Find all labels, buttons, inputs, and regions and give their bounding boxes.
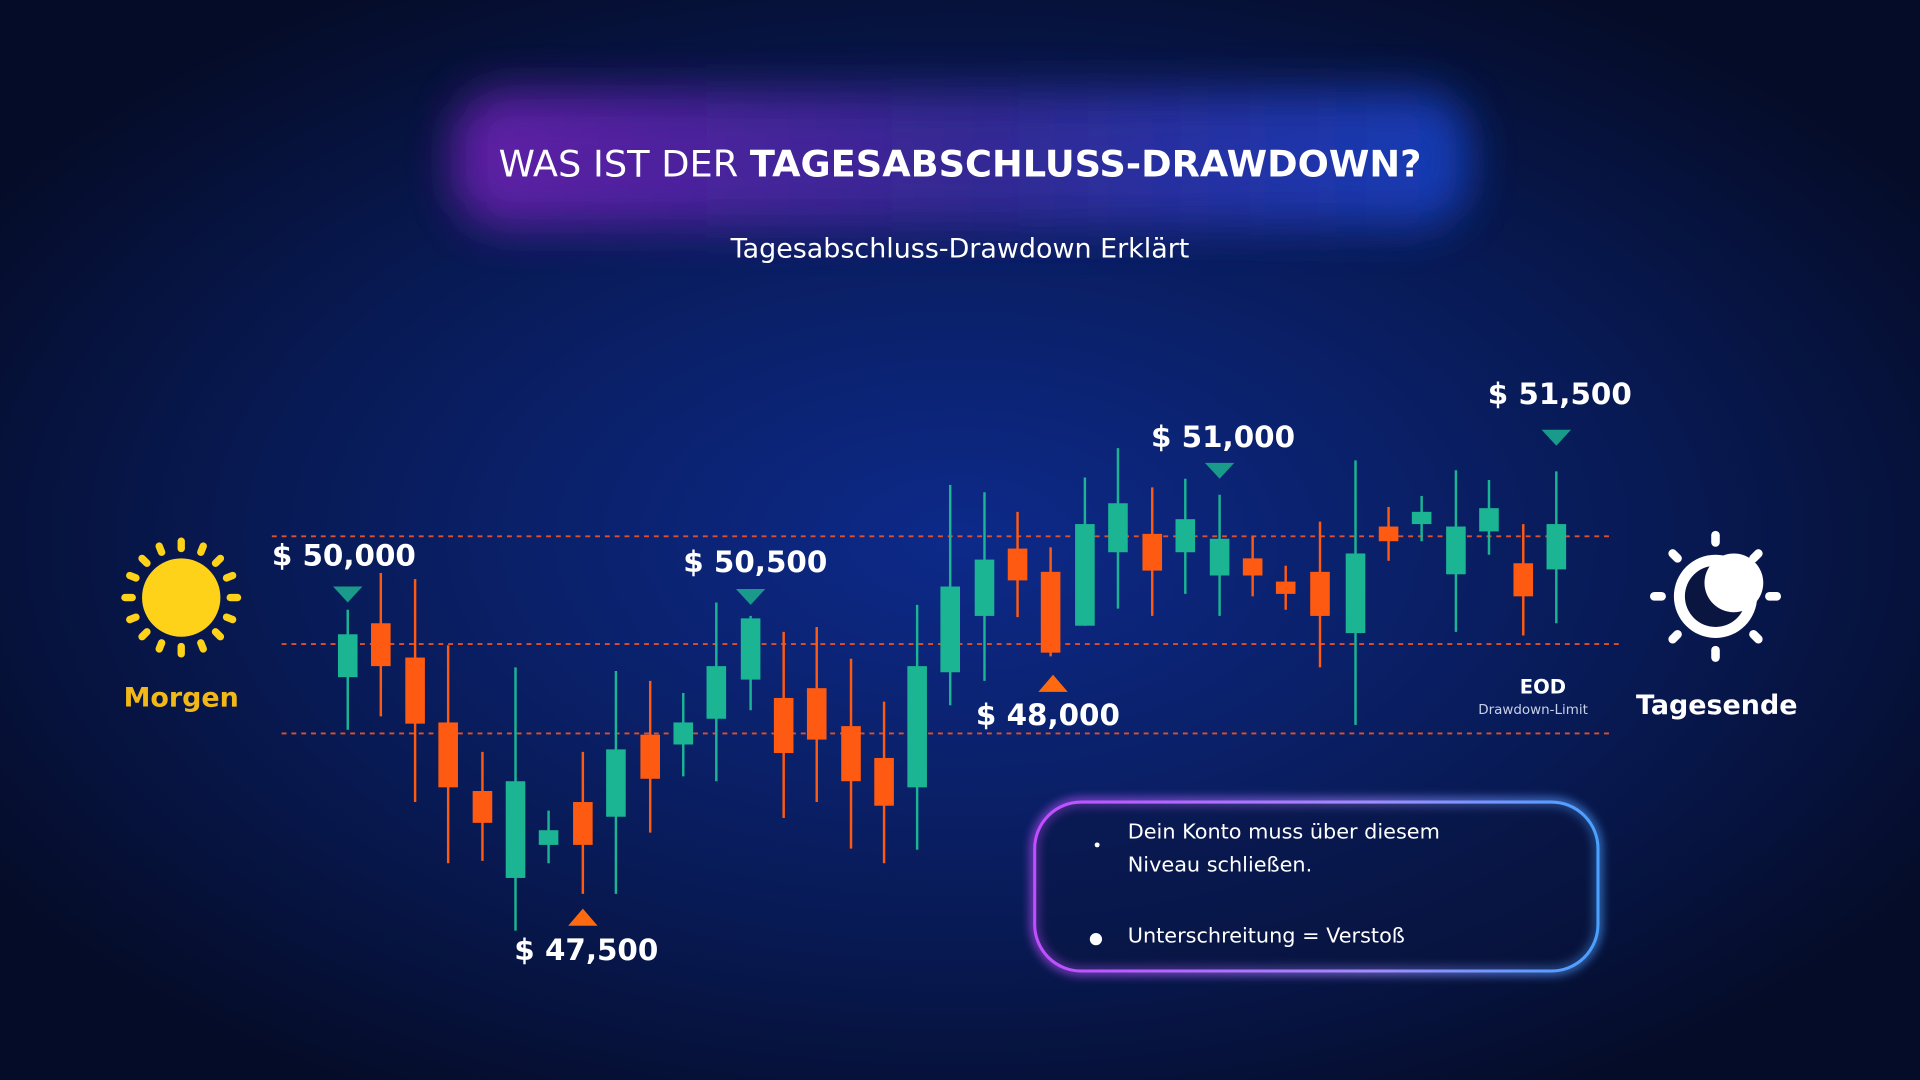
markers	[333, 429, 1572, 926]
annotation: $ 50,000	[272, 539, 416, 573]
candle-body	[1142, 533, 1163, 571]
candle-body	[1479, 508, 1499, 532]
marker	[735, 588, 766, 605]
candle-body	[706, 666, 727, 719]
candle-body	[505, 781, 526, 878]
candle-body	[940, 586, 960, 673]
candle-body	[640, 734, 660, 779]
moon-icon	[1650, 530, 1782, 662]
info-box: Dein Konto muss über diesem Niveau schli…	[1031, 798, 1602, 975]
candle-body	[1040, 571, 1061, 653]
annotation: $ 50,500	[683, 545, 827, 579]
candle-body	[1310, 571, 1330, 616]
annotation: $ 48,000	[976, 698, 1120, 732]
annotation: $ 51,500	[1488, 377, 1632, 411]
candle-body	[773, 697, 794, 754]
marker	[1204, 462, 1235, 479]
candle-body	[1411, 511, 1432, 525]
candle-body	[538, 830, 559, 845]
candle-body	[673, 722, 694, 745]
candles	[337, 448, 1567, 931]
candle-body	[438, 722, 458, 788]
candle-body	[1513, 563, 1534, 597]
info-bullet: Niveau schließen.	[1128, 853, 1312, 877]
candle-body	[1007, 548, 1028, 581]
annotation: $ 47,500	[514, 933, 658, 967]
candle-body	[1546, 524, 1567, 570]
candle-body	[740, 618, 761, 680]
candle-body	[472, 791, 493, 823]
candle-body	[1075, 524, 1095, 626]
candle-body	[974, 559, 995, 616]
eod-limit-label: Drawdown-Limit	[1478, 703, 1588, 718]
candle-body	[1378, 526, 1399, 542]
title: WAS IST DER TAGESABSCHLUSS-DRAWDOWN?	[499, 142, 1422, 185]
marker	[1541, 429, 1572, 446]
evening-label: Tagesende	[1636, 690, 1798, 721]
candle-body	[907, 666, 927, 788]
candle-body	[841, 726, 861, 782]
candle-body	[1108, 503, 1128, 553]
candle-body	[1345, 553, 1366, 634]
candle-body	[874, 757, 894, 806]
marker	[333, 586, 363, 603]
candle-body	[606, 749, 626, 817]
candle-body	[337, 634, 358, 678]
candle-body	[1175, 519, 1196, 553]
candle-body	[405, 657, 425, 724]
morning-label: Morgen	[124, 683, 239, 714]
candle-body	[806, 688, 827, 740]
marker	[1038, 674, 1068, 692]
candle-body	[1275, 581, 1296, 594]
candle-body	[1446, 526, 1466, 575]
eod-label: EOD	[1520, 676, 1566, 699]
title-glow	[453, 91, 1470, 227]
info-bullet: Dein Konto muss über diesem	[1128, 820, 1440, 844]
title-prefix: WAS IST DER	[499, 142, 739, 185]
subtitle: Tagesabschluss-Drawdown Erklärt	[730, 233, 1190, 264]
candle-body	[371, 623, 391, 667]
candle-body	[573, 802, 593, 845]
info-bullet: Unterschreitung = Verstoß	[1128, 924, 1405, 948]
sun-icon	[121, 537, 242, 658]
annotation: $ 51,000	[1151, 420, 1295, 454]
annotations: $ 50,000 $ 50,500 $ 51,000 $ 51,500 $ 47…	[272, 377, 1632, 967]
title-emphasis: TAGESABSCHLUSS-DRAWDOWN?	[750, 142, 1421, 185]
candle-body	[1242, 558, 1263, 576]
candle-body	[1209, 538, 1230, 576]
marker	[568, 908, 598, 926]
